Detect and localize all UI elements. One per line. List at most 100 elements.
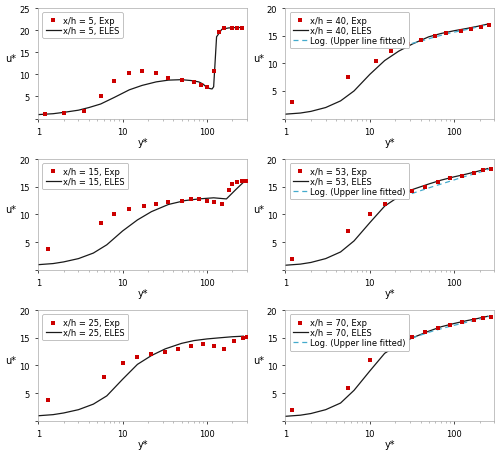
x/h = 25, Exp <box>187 343 195 350</box>
x/h = 25, ELES <box>60 410 66 416</box>
x/h = 25, ELES <box>50 412 56 417</box>
Log. (Upper line fitted) <box>445 180 451 185</box>
x/h = 70, Exp <box>434 324 442 332</box>
x/h = 5, Exp <box>203 84 211 91</box>
x/h = 15, ELES <box>196 197 202 202</box>
x/h = 53, Exp <box>446 176 454 183</box>
x/h = 25, ELES <box>216 335 222 341</box>
x/h = 15, ELES <box>233 187 239 193</box>
x/h = 25, ELES <box>178 341 184 346</box>
x/h = 15, Exp <box>96 220 104 227</box>
x/h = 25, Exp <box>243 334 251 341</box>
x/h = 70, ELES <box>438 324 444 330</box>
Y-axis label: u*: u* <box>6 54 16 64</box>
Legend: x/h = 40, Exp, x/h = 40, ELES, Log. (Upper line fitted): x/h = 40, Exp, x/h = 40, ELES, Log. (Upp… <box>290 13 410 49</box>
x/h = 53, Exp <box>479 167 487 174</box>
x/h = 70, Exp <box>394 337 402 344</box>
Log. (Upper line fitted) <box>461 28 467 34</box>
Y-axis label: u*: u* <box>253 54 264 64</box>
Y-axis label: u*: u* <box>253 205 264 215</box>
x/h = 70, ELES <box>485 314 491 319</box>
x/h = 25, ELES <box>134 362 140 367</box>
x/h = 70, Exp <box>380 345 388 353</box>
x/h = 25, ELES <box>104 393 110 399</box>
x/h = 5, Exp <box>220 25 228 32</box>
x/h = 15, Exp <box>126 206 134 213</box>
x/h = 5, Exp <box>190 80 198 87</box>
x/h = 25, Exp <box>238 334 246 342</box>
x/h = 70, ELES <box>474 316 480 322</box>
x/h = 5, ELES <box>207 86 213 92</box>
x/h = 53, Exp <box>408 188 416 195</box>
x/h = 40, Exp <box>478 24 486 31</box>
Log. (Upper line fitted) <box>474 317 480 323</box>
x/h = 70, Exp <box>344 384 352 391</box>
x/h = 5, ELES <box>209 87 215 92</box>
x/h = 53, ELES <box>322 256 328 262</box>
x/h = 70, Exp <box>421 329 429 336</box>
x/h = 25, ELES <box>90 401 96 407</box>
x/h = 40, Exp <box>442 30 450 37</box>
x/h = 5, Exp <box>197 83 205 90</box>
x/h = 53, ELES <box>485 167 491 172</box>
x/h = 15, ELES <box>182 198 188 204</box>
x/h = 5, ELES <box>86 106 92 111</box>
x/h = 15, Exp <box>203 197 211 205</box>
x/h = 40, Exp <box>432 33 440 40</box>
x/h = 40, ELES <box>351 89 357 95</box>
Legend: x/h = 70, Exp, x/h = 70, ELES, Log. (Upper line fitted): x/h = 70, Exp, x/h = 70, ELES, Log. (Upp… <box>290 315 410 351</box>
x/h = 15, ELES <box>210 196 216 201</box>
x/h = 25, Exp <box>230 337 238 344</box>
Line: x/h = 70, ELES: x/h = 70, ELES <box>286 317 488 416</box>
Log. (Upper line fitted) <box>448 31 454 36</box>
Line: x/h = 40, ELES: x/h = 40, ELES <box>286 25 488 115</box>
x/h = 15, ELES <box>76 256 82 262</box>
x/h = 40, Exp <box>288 99 296 106</box>
Log. (Upper line fitted) <box>418 40 424 45</box>
x/h = 40, ELES <box>308 109 314 115</box>
x/h = 5, ELES <box>226 26 232 31</box>
Log. (Upper line fitted) <box>392 341 398 346</box>
x/h = 15, Exp <box>178 197 186 205</box>
x/h = 40, Exp <box>416 37 424 44</box>
x/h = 5, Exp <box>41 111 49 119</box>
Log. (Upper line fitted) <box>472 25 478 31</box>
x/h = 15, ELES <box>120 229 126 234</box>
x/h = 40, ELES <box>474 25 480 30</box>
x/h = 25, Exp <box>118 359 126 367</box>
x/h = 70, ELES <box>367 369 373 374</box>
Legend: x/h = 15, Exp, x/h = 15, ELES: x/h = 15, Exp, x/h = 15, ELES <box>42 164 128 190</box>
x/h = 15, ELES <box>104 243 110 248</box>
x/h = 5, ELES <box>210 85 216 90</box>
x/h = 15, Exp <box>224 187 232 194</box>
x/h = 15, Exp <box>152 202 160 209</box>
x/h = 25, ELES <box>35 413 41 419</box>
x/h = 5, Exp <box>178 77 186 84</box>
x/h = 25, ELES <box>76 407 82 413</box>
X-axis label: y*: y* <box>138 289 148 299</box>
x/h = 15, ELES <box>90 251 96 256</box>
x/h = 53, Exp <box>458 173 466 180</box>
x/h = 40, Exp <box>372 58 380 65</box>
x/h = 5, Exp <box>96 93 104 100</box>
x/h = 5, Exp <box>152 71 160 78</box>
x/h = 15, ELES <box>224 197 230 202</box>
Line: Log. (Upper line fitted): Log. (Upper line fitted) <box>404 25 488 46</box>
x/h = 25, ELES <box>162 346 168 352</box>
x/h = 15, ELES <box>35 263 41 268</box>
x/h = 25, ELES <box>240 334 246 339</box>
x/h = 40, ELES <box>426 35 432 40</box>
x/h = 40, ELES <box>485 22 491 28</box>
x/h = 25, Exp <box>148 351 156 358</box>
x/h = 70, ELES <box>410 335 416 341</box>
Line: Log. (Upper line fitted): Log. (Upper line fitted) <box>395 317 489 344</box>
x/h = 15, Exp <box>210 199 218 207</box>
X-axis label: y*: y* <box>138 440 148 450</box>
x/h = 40, ELES <box>396 49 402 55</box>
x/h = 70, ELES <box>322 407 328 413</box>
x/h = 25, Exp <box>161 348 169 355</box>
x/h = 70, ELES <box>382 351 388 356</box>
x/h = 53, ELES <box>367 221 373 226</box>
Log. (Upper line fitted) <box>400 44 406 49</box>
x/h = 5, ELES <box>35 112 41 118</box>
